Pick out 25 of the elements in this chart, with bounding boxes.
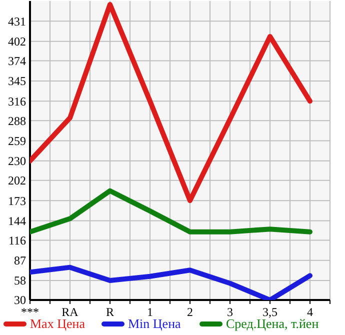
x-tick-label: R xyxy=(106,305,114,319)
y-tick-label: 173 xyxy=(8,194,26,208)
y-tick-label: 58 xyxy=(14,274,26,288)
y-tick-label: 87 xyxy=(14,254,26,268)
y-tick-label: 230 xyxy=(8,154,26,168)
y-tick-label: 288 xyxy=(8,114,26,128)
y-tick-label: 259 xyxy=(8,134,26,148)
x-tick-label: RA xyxy=(62,305,79,319)
legend-label: Min Цена xyxy=(128,316,182,331)
y-tick-label: 316 xyxy=(8,94,26,108)
y-tick-label: 402 xyxy=(8,34,26,49)
y-tick-label: 345 xyxy=(8,74,26,88)
y-tick-label: 202 xyxy=(8,174,26,188)
x-tick-label: 1 xyxy=(147,305,153,319)
y-tick-label: 116 xyxy=(8,233,26,248)
x-tick-label: 3,5 xyxy=(262,305,278,319)
y-tick-label: 30 xyxy=(14,293,26,308)
y-tick-label: 431 xyxy=(8,14,26,28)
y-tick-label: 374 xyxy=(8,54,26,68)
x-tick-label: *** xyxy=(21,305,39,319)
x-tick-label: 2 xyxy=(187,305,193,319)
x-tick-label: 3 xyxy=(227,305,233,319)
y-tick-label: 144 xyxy=(8,214,26,228)
legend-label: Max Цена xyxy=(30,316,86,331)
x-tick-label: 4 xyxy=(307,305,313,319)
